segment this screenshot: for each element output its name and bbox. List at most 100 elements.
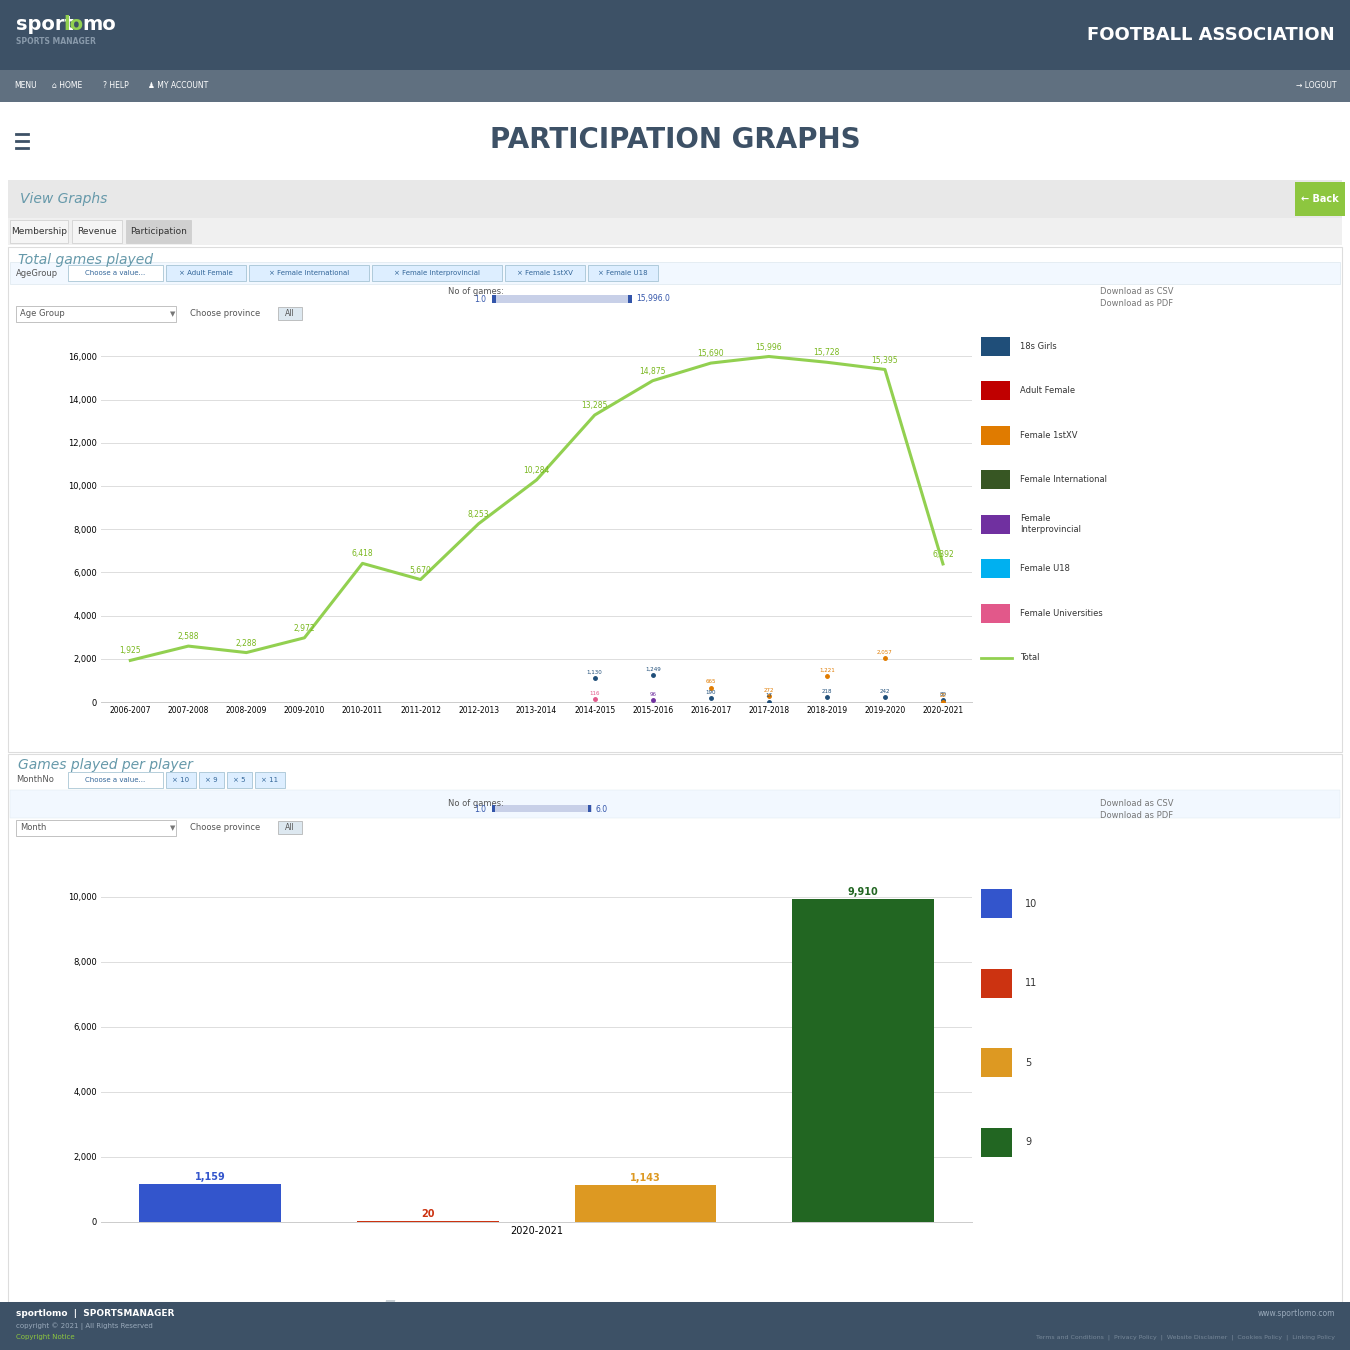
Text: 2,588: 2,588 — [178, 632, 198, 641]
Bar — [126, 220, 190, 243]
Text: Download as CSV: Download as CSV — [1100, 288, 1173, 297]
Text: sportlomo  |  SPORTSMANAGER: sportlomo | SPORTSMANAGER — [16, 1310, 174, 1319]
Text: Choose a value...: Choose a value... — [85, 270, 146, 275]
Bar — [981, 969, 1012, 998]
Text: 5: 5 — [1025, 1058, 1031, 1068]
Bar — [9, 220, 68, 243]
Bar — [792, 899, 934, 1222]
Text: 80: 80 — [940, 693, 946, 697]
Text: 8,253: 8,253 — [467, 510, 490, 518]
Bar — [0, 1301, 1350, 1350]
Bar — [166, 265, 246, 281]
Bar — [628, 296, 632, 302]
Text: Copyright Notice: Copyright Notice — [16, 1334, 74, 1341]
Text: 10,284: 10,284 — [524, 466, 549, 475]
Text: 15,395: 15,395 — [872, 355, 898, 364]
Text: All: All — [285, 309, 294, 319]
Text: sportlomo: sportlomo — [220, 0, 698, 76]
Text: 15,728: 15,728 — [814, 348, 840, 358]
Bar — [491, 296, 495, 302]
Bar — [491, 805, 593, 811]
Bar — [9, 262, 1341, 284]
Bar — [981, 514, 1010, 533]
Bar — [227, 772, 252, 788]
Text: copyright © 2021 | All Rights Reserved: copyright © 2021 | All Rights Reserved — [16, 1322, 153, 1330]
Text: 13,285: 13,285 — [582, 401, 608, 410]
Bar — [72, 220, 122, 243]
Bar — [9, 790, 1341, 818]
Text: 9,910: 9,910 — [848, 887, 879, 898]
Text: Female International: Female International — [1019, 475, 1107, 485]
Text: ← Back: ← Back — [1301, 194, 1339, 204]
Text: 272: 272 — [764, 688, 774, 693]
Bar — [589, 805, 591, 811]
Bar — [166, 772, 196, 788]
Text: 14,875: 14,875 — [640, 367, 666, 375]
Text: × Female International: × Female International — [269, 270, 350, 275]
Text: MENU: MENU — [14, 81, 36, 90]
Text: 10: 10 — [1025, 899, 1037, 909]
Text: 17: 17 — [765, 694, 772, 698]
Text: 96: 96 — [649, 691, 656, 697]
Text: Month: Month — [20, 824, 46, 833]
Text: Total: Total — [1019, 653, 1040, 662]
Bar — [491, 805, 495, 811]
Text: × 9: × 9 — [205, 778, 217, 783]
Text: 190: 190 — [706, 690, 716, 695]
Text: 242: 242 — [880, 688, 890, 694]
Bar — [278, 821, 302, 834]
Bar — [9, 769, 1341, 790]
Bar — [981, 381, 1010, 400]
Bar — [981, 1049, 1012, 1077]
Bar — [8, 755, 1342, 1301]
Text: 20: 20 — [421, 1210, 435, 1219]
Text: 2,057: 2,057 — [878, 649, 892, 655]
Text: 6.0: 6.0 — [595, 805, 608, 814]
Bar — [981, 890, 1012, 918]
Bar — [8, 217, 1342, 244]
Text: Choose a value...: Choose a value... — [85, 778, 146, 783]
Text: ▼: ▼ — [170, 310, 176, 317]
Text: × Female U18: × Female U18 — [598, 270, 648, 275]
Text: 6,392: 6,392 — [931, 549, 954, 559]
Text: 665: 665 — [706, 679, 716, 684]
Text: × Adult Female: × Adult Female — [180, 270, 232, 275]
Text: × Female Interprovincial: × Female Interprovincial — [394, 270, 481, 275]
Bar — [373, 265, 502, 281]
Bar — [278, 306, 302, 320]
Bar — [981, 425, 1010, 444]
Text: Participation: Participation — [130, 228, 186, 236]
Bar — [139, 1184, 281, 1222]
Text: 1.0: 1.0 — [474, 294, 486, 304]
Text: Games played per player: Games played per player — [18, 757, 193, 772]
Text: ⌂ HOME: ⌂ HOME — [53, 81, 82, 90]
Text: 1,130: 1,130 — [587, 670, 602, 675]
Text: No of games:: No of games: — [448, 288, 504, 297]
Text: lo: lo — [63, 15, 84, 34]
Text: 9: 9 — [1025, 1137, 1031, 1148]
Text: × 10: × 10 — [173, 778, 189, 783]
Text: 5,670: 5,670 — [409, 566, 432, 575]
Text: 6,418: 6,418 — [351, 549, 374, 559]
Text: www.sportlomo.com: www.sportlomo.com — [1257, 1310, 1335, 1319]
Text: No of games:: No of games: — [448, 798, 504, 807]
Bar — [0, 70, 1350, 103]
Text: ? HELP: ? HELP — [103, 81, 128, 90]
Text: Age Group: Age Group — [20, 309, 65, 319]
Text: 22: 22 — [940, 694, 946, 698]
Bar — [8, 247, 1342, 752]
Text: × Female 1stXV: × Female 1stXV — [517, 270, 572, 275]
Text: Membership: Membership — [11, 228, 68, 236]
Text: 218: 218 — [822, 688, 832, 694]
Bar — [589, 265, 657, 281]
Text: Choose province: Choose province — [190, 824, 261, 833]
Bar — [68, 772, 163, 788]
Text: 1,249: 1,249 — [645, 667, 660, 672]
Text: Download as PDF: Download as PDF — [1100, 811, 1173, 821]
Text: → LOGOUT: → LOGOUT — [1296, 81, 1336, 90]
Bar — [8, 180, 1342, 217]
Text: Female
Interprovincial: Female Interprovincial — [1019, 514, 1081, 533]
Text: All: All — [285, 824, 294, 833]
Text: View Graphs: View Graphs — [20, 192, 108, 207]
Text: 18s Girls: 18s Girls — [1019, 342, 1057, 351]
